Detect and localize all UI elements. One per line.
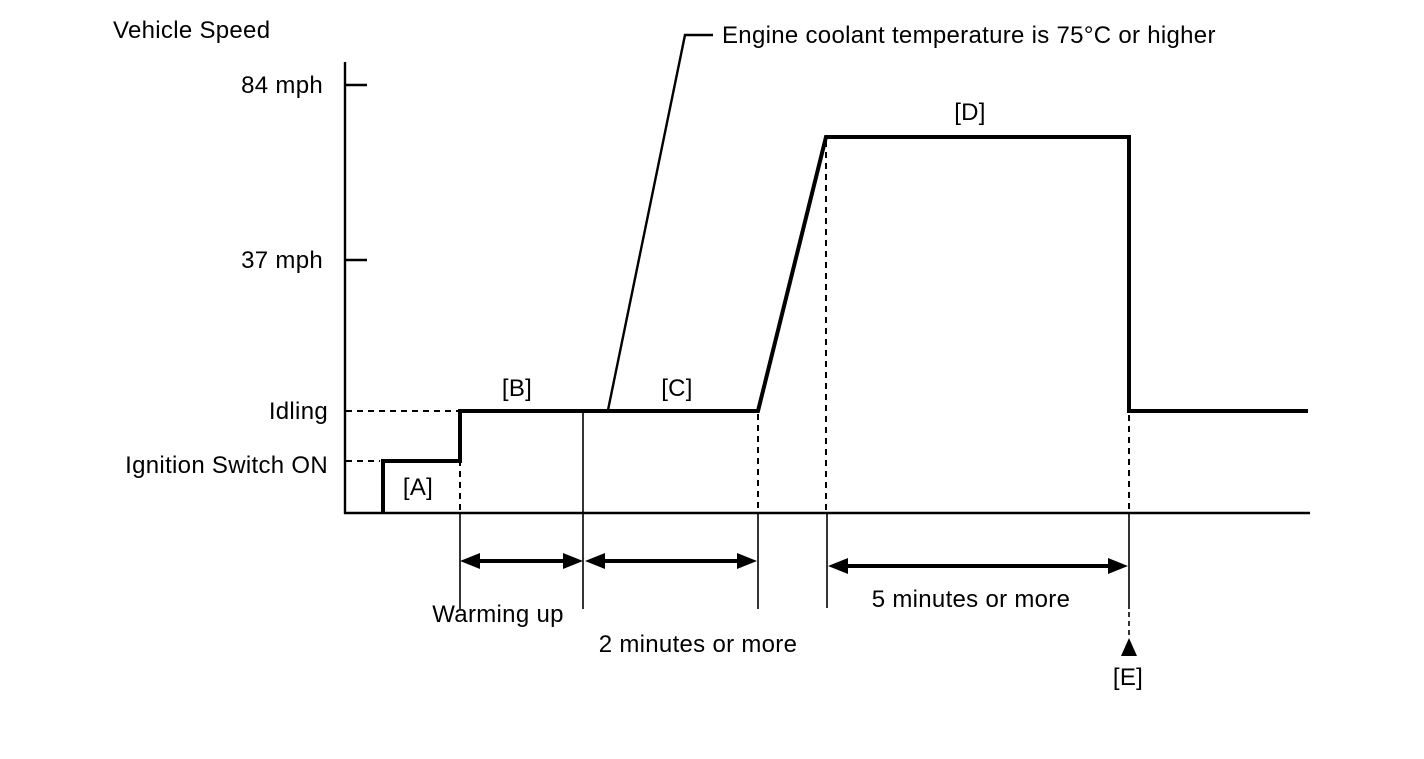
stage-d-label: [D] — [954, 99, 986, 126]
idling-label: Idling — [269, 398, 328, 425]
arrow-left-head — [460, 553, 480, 569]
annotation-leader-line — [606, 33, 713, 411]
arrow-right-head — [737, 553, 757, 569]
stage-a-label: [A] — [403, 474, 433, 501]
two-min-label: 2 minutes or more — [599, 631, 798, 658]
arrow-left-head — [828, 558, 848, 574]
arrow-right-head — [563, 553, 583, 569]
ignition-label: Ignition Switch ON — [125, 452, 328, 479]
tick-37-label: 37 mph — [241, 247, 323, 274]
speed-profile-line — [381, 135, 1308, 513]
two-min-arrow — [585, 553, 757, 569]
stage-b-label: [B] — [502, 375, 532, 402]
e-pointer — [1121, 612, 1137, 656]
stage-e-label: [E] — [1113, 664, 1143, 691]
arrow-left-head — [585, 553, 605, 569]
e-pointer-arrowhead — [1121, 638, 1137, 656]
annotation-label: Engine coolant temperature is 75°C or hi… — [722, 22, 1216, 49]
arrow-right-head — [1108, 558, 1128, 574]
warming-up-label: Warming up — [432, 601, 563, 628]
five-min-label: 5 minutes or more — [872, 586, 1071, 613]
chart-title: Vehicle Speed — [113, 17, 270, 44]
five-min-arrow — [828, 558, 1128, 574]
warming-up-arrow — [460, 553, 583, 569]
tick-84-label: 84 mph — [241, 72, 323, 99]
stage-c-label: [C] — [661, 375, 693, 402]
